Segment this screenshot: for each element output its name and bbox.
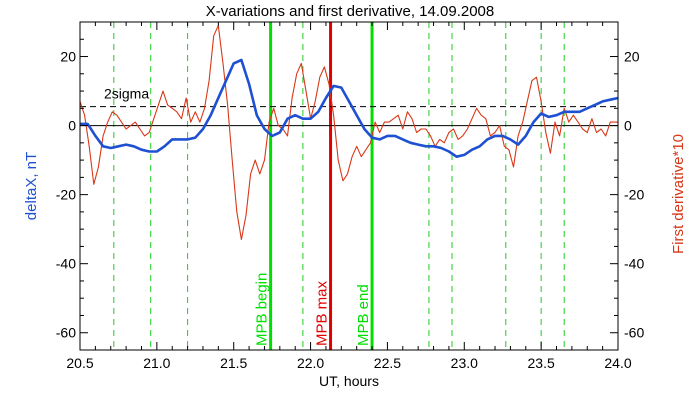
x-tick-label: 24.0	[604, 355, 631, 371]
y-tick-label-left: -20	[56, 187, 76, 203]
reference-lines	[113, 22, 565, 350]
x-tick-label: 23.0	[451, 355, 478, 371]
y-axis-right-label: First derivative*10	[670, 134, 687, 254]
marker-label: MPB max	[314, 280, 331, 346]
y-tick-label-right: -60	[624, 325, 644, 341]
y-axis-right: 20 0 -20 -40 -60	[610, 21, 644, 351]
sigma-label: 2sigma	[104, 86, 149, 102]
chart-title: X-variations and first derivative, 14.09…	[206, 3, 495, 20]
y-tick-label-left: -40	[56, 256, 76, 272]
x-tick-label: 22.5	[374, 355, 401, 371]
y-tick-label-right: -20	[624, 187, 644, 203]
marker-label: MPB begin	[254, 273, 271, 346]
y-tick-label-right: 0	[624, 118, 632, 134]
x-tick-label: 21.5	[220, 355, 247, 371]
x-axis-label: UT, hours	[319, 373, 379, 389]
x-tick-label: 23.5	[528, 355, 555, 371]
y-tick-label-left: 20	[60, 49, 76, 65]
y-tick-label-right: -40	[624, 256, 644, 272]
y-axis-left-label: deltaX, nT	[23, 152, 40, 220]
x-tick-label: 20.5	[66, 355, 93, 371]
y-tick-label-left: 0	[68, 118, 76, 134]
y-tick-label-left: -60	[56, 325, 76, 341]
x-tick-label: 22.0	[297, 355, 324, 371]
marker-labels: MPB begin MPB max MPB end	[254, 273, 372, 346]
series-derivative-line	[79, 24, 618, 241]
x-tick-label: 21.0	[143, 355, 170, 371]
plot-frame	[79, 21, 619, 351]
y-tick-label-right: 20	[624, 49, 640, 65]
x-axis: 20.5 21.0 21.5 22.0 22.5 23.0 23.5 24.0	[66, 22, 632, 371]
marker-label: MPB end	[355, 284, 372, 346]
y-axis-left: 20 0 -20 -40 -60	[56, 21, 88, 351]
series-deltax-line	[80, 58, 619, 158]
series-group	[79, 24, 619, 241]
